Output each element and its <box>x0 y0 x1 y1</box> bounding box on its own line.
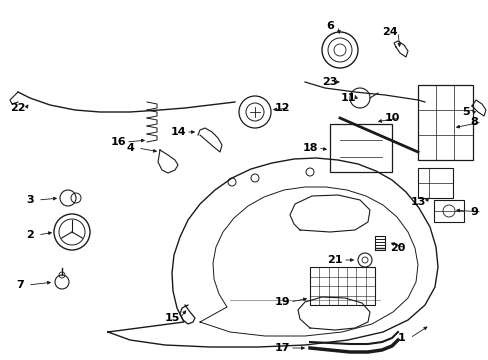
Text: 2: 2 <box>26 230 34 240</box>
Text: 8: 8 <box>469 117 477 127</box>
Text: 12: 12 <box>274 103 289 113</box>
Text: 22: 22 <box>10 103 26 113</box>
Text: 21: 21 <box>326 255 342 265</box>
Text: 4: 4 <box>126 143 134 153</box>
Text: 17: 17 <box>274 343 289 353</box>
Bar <box>329 124 391 172</box>
Text: 23: 23 <box>322 77 337 87</box>
Text: 15: 15 <box>164 313 179 323</box>
Bar <box>433 200 463 222</box>
Text: 6: 6 <box>325 21 333 31</box>
Text: 11: 11 <box>340 93 355 103</box>
Text: 9: 9 <box>469 207 477 217</box>
Text: 24: 24 <box>382 27 397 37</box>
Text: 19: 19 <box>274 297 289 307</box>
Text: 18: 18 <box>302 143 317 153</box>
Text: 14: 14 <box>170 127 185 137</box>
Bar <box>417 168 452 198</box>
Bar <box>417 85 472 160</box>
Text: 7: 7 <box>16 280 24 290</box>
Text: 13: 13 <box>409 197 425 207</box>
Text: 16: 16 <box>110 137 125 147</box>
Text: 5: 5 <box>461 107 469 117</box>
Text: 3: 3 <box>26 195 34 205</box>
Text: 1: 1 <box>397 333 405 343</box>
Text: 20: 20 <box>389 243 405 253</box>
Bar <box>309 267 374 305</box>
Text: 10: 10 <box>384 113 399 123</box>
